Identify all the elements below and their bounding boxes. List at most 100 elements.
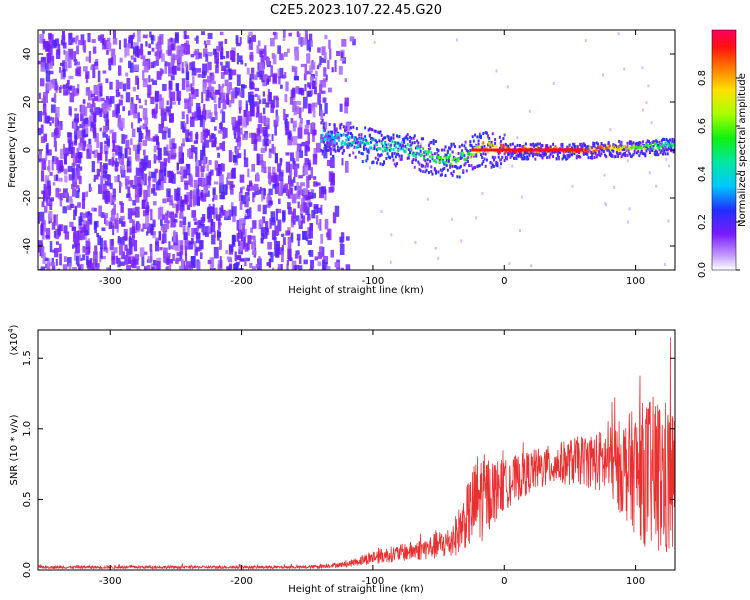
signal-halo-cell xyxy=(474,165,477,169)
noise-cell xyxy=(52,156,55,162)
noise-cell xyxy=(126,46,130,56)
noise-cell xyxy=(129,219,133,224)
noise-cell xyxy=(194,153,198,162)
signal-core-cell xyxy=(651,145,654,149)
noise-cell xyxy=(41,98,45,102)
noise-cell xyxy=(120,215,125,221)
noise-cell xyxy=(156,261,161,270)
signal-halo-cell xyxy=(638,144,641,148)
signal-core-cell xyxy=(602,146,605,150)
noise-cell xyxy=(185,129,190,140)
noise-cell xyxy=(170,154,176,160)
noise-cell xyxy=(304,63,307,76)
noise-cell xyxy=(133,113,138,119)
noise-cell xyxy=(345,122,351,131)
signal-halo-cell xyxy=(468,164,471,168)
signal-halo-cell xyxy=(540,144,543,148)
noise-cell xyxy=(161,130,164,134)
noise-cell xyxy=(38,154,42,163)
signal-halo-cell xyxy=(336,148,339,152)
signal-halo-cell xyxy=(458,166,461,170)
noise-cell xyxy=(220,72,225,79)
noise-cell xyxy=(219,142,223,150)
signal-halo-cell xyxy=(481,155,484,159)
signal-halo-cell xyxy=(365,159,368,163)
signal-halo-cell xyxy=(409,151,412,155)
signal-halo-cell xyxy=(667,140,670,144)
noise-cell xyxy=(132,144,137,151)
noise-cell xyxy=(58,67,62,73)
noise-cell xyxy=(256,153,260,166)
signal-core-cell xyxy=(375,143,378,147)
signal-core-cell xyxy=(476,150,479,154)
signal-core-cell xyxy=(334,136,337,140)
spectrogram-x-tick-label: 0 xyxy=(501,276,507,287)
signal-halo-cell xyxy=(596,153,599,157)
noise-cell xyxy=(275,109,278,121)
noise-cell xyxy=(136,144,140,154)
signal-halo-cell xyxy=(458,175,461,179)
signal-halo-cell xyxy=(431,157,434,161)
signal-halo-cell xyxy=(451,150,454,154)
noise-cell xyxy=(336,51,341,56)
signal-halo-cell xyxy=(508,152,511,156)
signal-halo-cell xyxy=(452,142,455,146)
speckle-cell xyxy=(650,121,653,125)
noise-cell xyxy=(89,187,93,192)
speckle-cell xyxy=(642,108,645,112)
noise-cell xyxy=(121,251,126,260)
noise-cell xyxy=(236,42,241,47)
signal-halo-cell xyxy=(557,150,560,154)
signal-halo-cell xyxy=(364,135,367,139)
noise-cell xyxy=(178,146,183,159)
noise-cell xyxy=(308,83,312,90)
noise-cell xyxy=(265,138,270,147)
noise-cell xyxy=(269,252,274,257)
speckle-cell xyxy=(521,195,524,199)
signal-halo-cell xyxy=(344,128,347,132)
noise-cell xyxy=(193,146,198,154)
signal-halo-cell xyxy=(456,175,459,179)
signal-halo-cell xyxy=(381,163,384,167)
noise-cell xyxy=(82,40,87,50)
noise-cell xyxy=(158,169,164,181)
signal-halo-cell xyxy=(326,148,329,152)
signal-halo-cell xyxy=(477,142,480,146)
signal-core-cell xyxy=(630,147,633,151)
speckle-cell xyxy=(623,67,626,71)
signal-core-cell xyxy=(628,146,631,150)
noise-cell xyxy=(67,165,73,173)
signal-halo-cell xyxy=(418,167,421,171)
noise-cell xyxy=(286,259,289,266)
signal-halo-cell xyxy=(487,143,490,147)
noise-cell xyxy=(243,109,247,118)
noise-cell xyxy=(44,175,50,185)
noise-cell xyxy=(235,148,239,159)
signal-core-cell xyxy=(444,161,447,165)
signal-halo-cell xyxy=(586,145,589,149)
noise-cell xyxy=(174,213,178,218)
signal-halo-cell xyxy=(550,151,553,155)
signal-halo-cell xyxy=(412,157,415,161)
signal-halo-cell xyxy=(509,143,512,147)
signal-halo-cell xyxy=(378,154,381,158)
noise-cell xyxy=(185,138,190,142)
signal-halo-cell xyxy=(450,171,453,175)
signal-core-cell xyxy=(641,144,644,148)
signal-core-cell xyxy=(465,157,468,161)
noise-cell xyxy=(63,49,66,55)
noise-cell xyxy=(99,85,103,97)
noise-cell xyxy=(288,163,293,176)
noise-cell xyxy=(308,202,313,207)
noise-cell xyxy=(248,31,253,36)
noise-cell xyxy=(129,227,133,236)
noise-cell xyxy=(189,131,193,142)
noise-cell xyxy=(282,211,286,223)
signal-core-cell xyxy=(372,147,375,151)
noise-cell xyxy=(63,147,69,156)
noise-cell xyxy=(216,146,220,151)
noise-cell xyxy=(137,223,141,231)
signal-halo-cell xyxy=(331,130,334,134)
signal-core-cell xyxy=(657,145,660,149)
signal-halo-cell xyxy=(329,152,332,156)
